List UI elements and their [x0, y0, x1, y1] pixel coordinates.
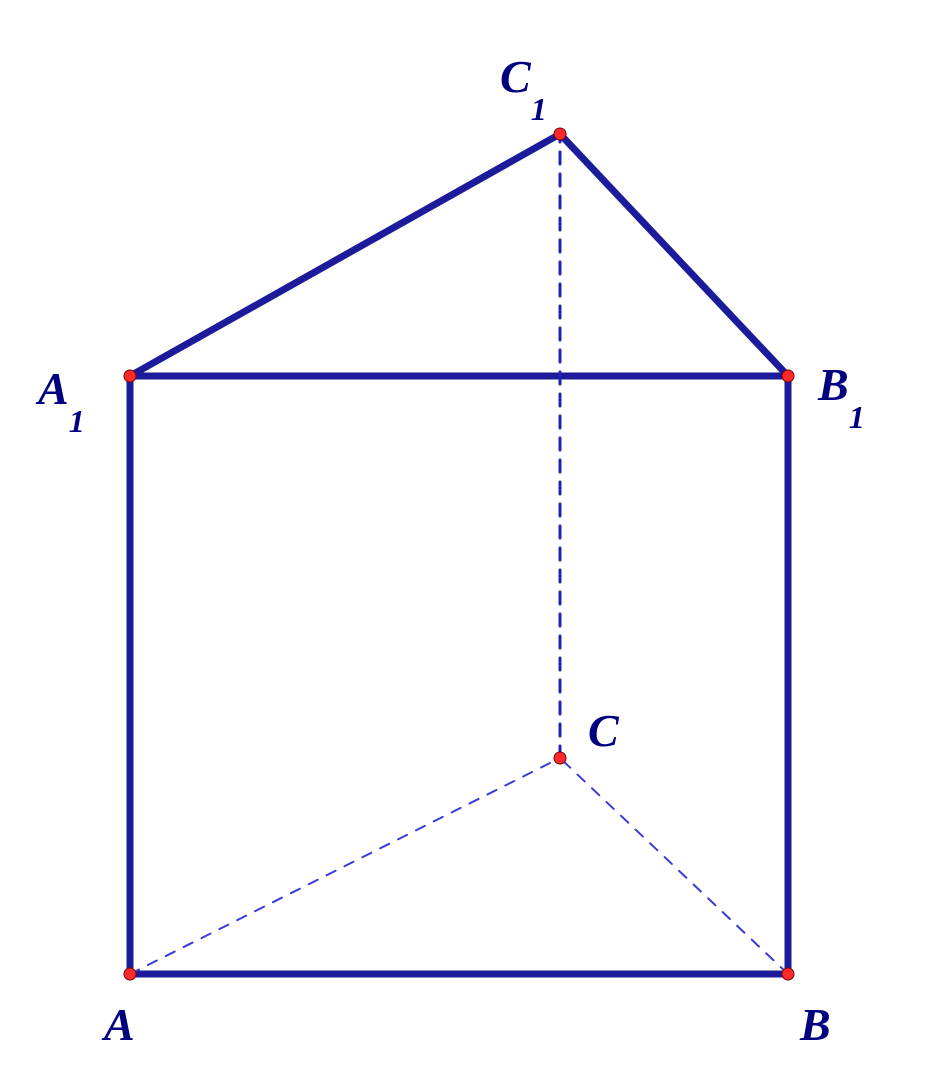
vertex-A — [124, 968, 136, 980]
label-B1: B1 — [817, 359, 865, 435]
edge-B1-C1 — [560, 134, 788, 376]
vertices — [124, 128, 794, 980]
vertex-C — [554, 752, 566, 764]
label-C: C — [588, 705, 620, 756]
label-A1: A1 — [35, 363, 85, 439]
vertex-C1 — [554, 128, 566, 140]
vertex-B1 — [782, 370, 794, 382]
labels: C1 A1 B1 C A B — [35, 51, 865, 1050]
edges-dashed-light — [130, 758, 788, 974]
edge-A1-C1 — [130, 134, 560, 376]
label-C1: C1 — [500, 51, 547, 127]
vertex-A1 — [124, 370, 136, 382]
edge-A-C — [130, 758, 560, 974]
label-B: B — [799, 999, 831, 1050]
vertex-B — [782, 968, 794, 980]
edge-B-C — [560, 758, 788, 974]
label-A: A — [101, 999, 135, 1050]
prism-diagram: C1 A1 B1 C A B — [0, 0, 940, 1088]
edges-solid — [130, 134, 788, 974]
